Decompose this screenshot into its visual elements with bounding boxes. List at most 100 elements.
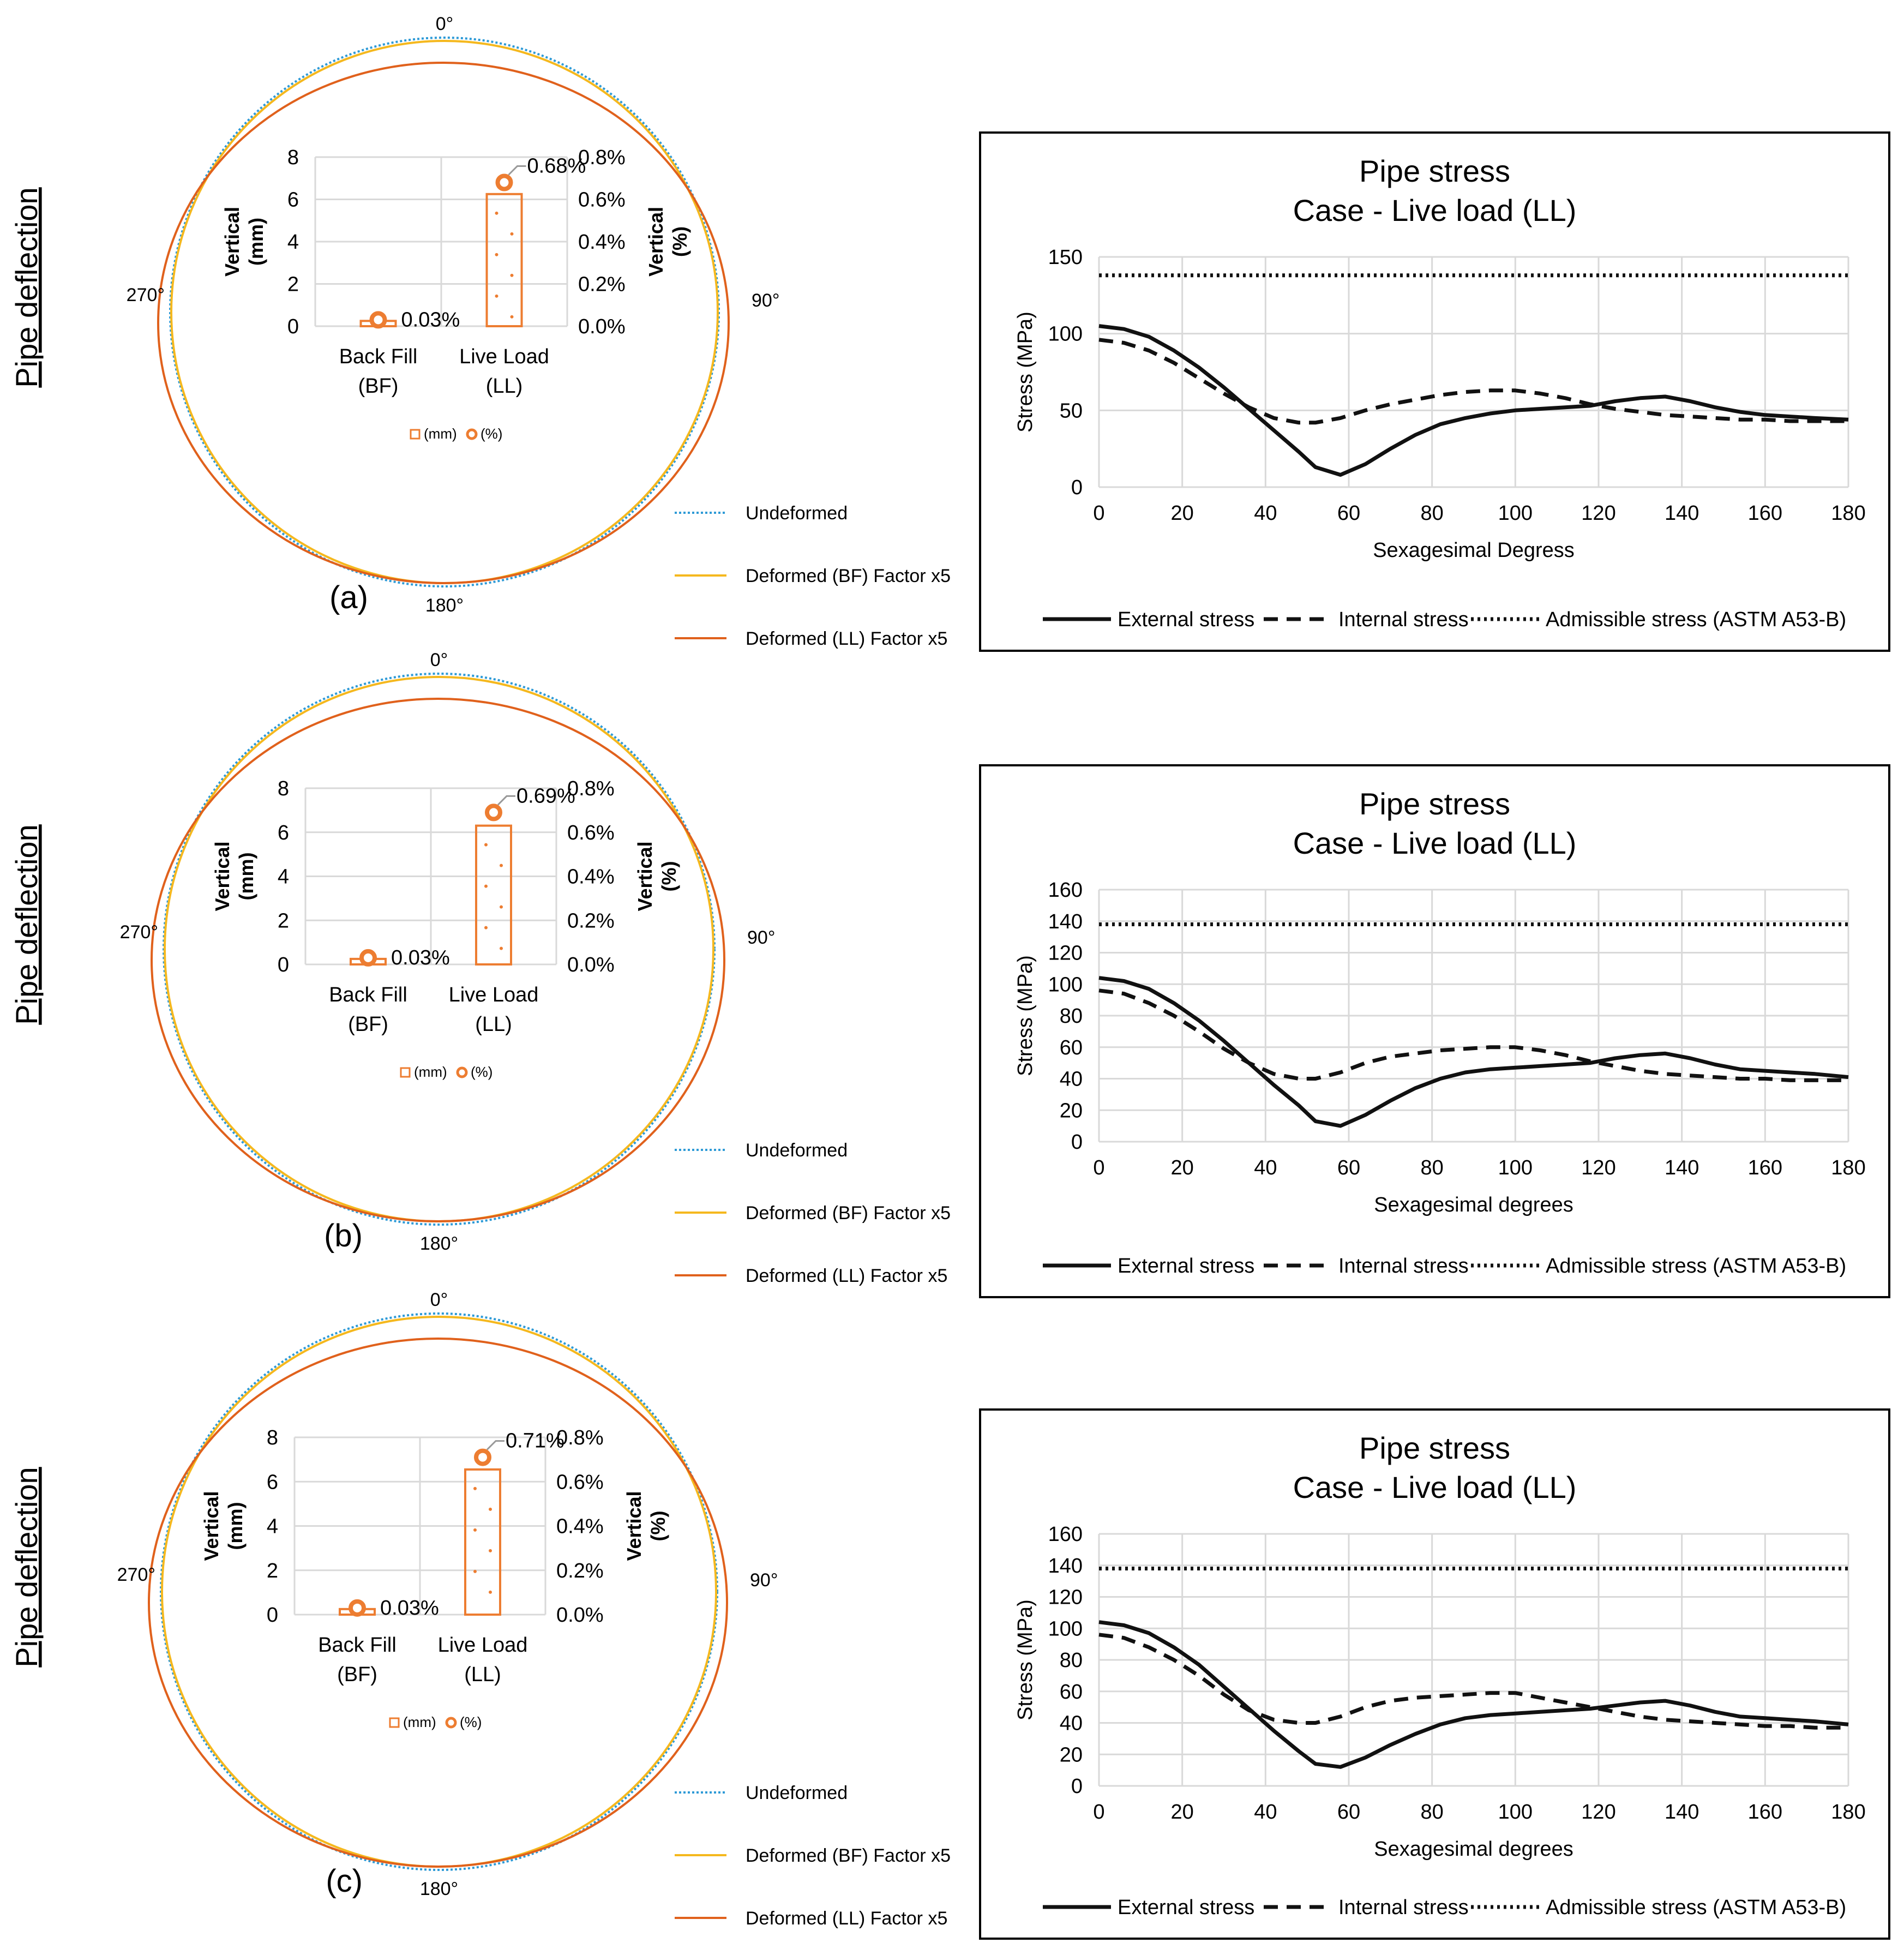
inset-marker-pct — [349, 1599, 366, 1617]
inset-bar-pattern-dot — [495, 253, 498, 256]
stress-y-axis-title: Stress (MPa) — [1014, 311, 1037, 433]
stress-chart-title: Pipe stress — [1359, 154, 1510, 188]
inset-legend-swatch-pct — [445, 1717, 457, 1729]
stress-x-tick-label: 120 — [1581, 1156, 1615, 1179]
stress-y-tick-label: 160 — [1048, 1523, 1083, 1546]
deformed-ll-circle — [148, 1338, 728, 1868]
inset-bar-pattern-dot — [484, 926, 488, 929]
inset-left-axis-title: Vertical — [200, 1491, 223, 1561]
angle-label-top: 0° — [430, 1290, 448, 1310]
stress-y-tick-label: 60 — [1060, 1681, 1083, 1704]
angle-label-bottom: 180° — [425, 595, 464, 616]
inset-marker-pct — [359, 949, 377, 967]
legend-label-deformed-ll: Deformed (LL) Factor x5 — [746, 1266, 947, 1286]
stress-y-tick-label: 0 — [1071, 1775, 1083, 1798]
inset-bar-pattern-dot — [495, 211, 498, 215]
inset-legend-label-pct: (%) — [471, 1064, 492, 1080]
inset-legend-label-mm: (mm) — [414, 1064, 447, 1080]
inset-left-tick-label: 2 — [267, 1560, 278, 1582]
inset-category-label: Live Load — [459, 345, 549, 368]
inset-bar-mm — [464, 1468, 501, 1616]
inset-bar-pattern-dot — [500, 946, 503, 950]
circle-legend: Undeformed Deformed (BF) Factor x5 Deforme… — [675, 1140, 951, 1286]
stress-legend-label: External stress — [1118, 608, 1254, 631]
stress-x-tick-label: 180 — [1831, 502, 1865, 525]
stress-y-tick-label: 20 — [1060, 1099, 1083, 1122]
stress-x-tick-label: 40 — [1254, 1156, 1277, 1179]
legend-label-deformed-bf: Deformed (BF) Factor x5 — [746, 566, 951, 586]
stress-series-dashed — [1098, 338, 1848, 425]
stress-x-tick-label: 0 — [1093, 1801, 1104, 1824]
stress-y-tick-label: 150 — [1048, 246, 1083, 269]
legend-label-undeformed: Undeformed — [746, 1783, 848, 1803]
inset-bar-pattern-dot — [510, 232, 514, 236]
inset-label-leader — [486, 1440, 504, 1450]
legend-label-deformed-bf: Deformed (BF) Factor x5 — [746, 1845, 951, 1866]
inset-bar-pattern-dot — [489, 1507, 492, 1511]
stress-x-tick-label: 140 — [1665, 502, 1699, 525]
inset-category-label: (LL) — [464, 1663, 501, 1686]
section-title: Pipe deflection — [9, 187, 44, 387]
stress-legend-label: Internal stress — [1338, 608, 1469, 631]
inset-marker-pct — [474, 1448, 491, 1466]
inset-left-axis-title: (mm) — [235, 853, 257, 901]
inset-right-tick-label: 0.8% — [578, 146, 626, 169]
stress-x-tick-label: 40 — [1254, 502, 1277, 525]
inset-legend-label-pct: (%) — [480, 425, 502, 442]
panel-c: Pipe deflection 0° 90° 180° 270° (c) Undeforme… — [9, 1290, 1890, 1940]
inset-right-axis-title: (%) — [647, 1511, 669, 1542]
inset-legend-swatch-pct — [466, 428, 478, 440]
stress-y-axis-title: Stress (MPa) — [1014, 1599, 1037, 1720]
circle-legend: Undeformed Deformed (BF) Factor x5 Deforme… — [675, 503, 951, 649]
angle-label-top: 0° — [430, 650, 448, 670]
stress-series-dashed — [1098, 988, 1848, 1082]
inset-bar-pattern-dot — [500, 905, 503, 909]
inset-legend-swatch-mm — [389, 1717, 400, 1728]
inset-legend-swatch-mm — [400, 1067, 411, 1078]
stress-x-tick-label: 80 — [1421, 1156, 1444, 1179]
inset-label-leader — [497, 795, 515, 806]
inset-legend-label-pct: (%) — [460, 1714, 482, 1730]
inset-left-tick-label: 8 — [287, 146, 299, 169]
stress-y-tick-label: 100 — [1048, 1617, 1083, 1640]
inset-right-tick-label: 0.0% — [556, 1604, 604, 1627]
stress-x-tick-label: 60 — [1337, 1156, 1360, 1179]
inset-bar-mm — [485, 193, 523, 327]
inset-right-tick-label: 0.6% — [556, 1471, 604, 1494]
stress-chart: Pipe stress Case - Live load (LL) 0 20 40 60 8… — [979, 1408, 1890, 1940]
stress-x-tick-label: 140 — [1665, 1156, 1699, 1179]
inset-pct-label: 0.03% — [380, 1597, 439, 1620]
inset-pct-label: 0.69% — [516, 784, 575, 807]
stress-y-tick-label: 40 — [1060, 1712, 1083, 1735]
stress-y-tick-label: 60 — [1060, 1036, 1083, 1059]
panel-b: Pipe deflection 0° 90° 180° 270° (b) Undeforme… — [9, 650, 1890, 1298]
inset-bar-pattern-dot — [473, 1528, 477, 1532]
inset-right-tick-label: 0.2% — [567, 909, 615, 932]
inset-left-axis-title: Vertical — [221, 207, 243, 277]
inset-category-label: Live Load — [438, 1634, 528, 1657]
inset-left-tick-label: 6 — [267, 1471, 278, 1494]
stress-y-tick-label: 0 — [1071, 1131, 1083, 1154]
stress-legend-label: Admissible stress (ASTM A53-B) — [1546, 1896, 1846, 1919]
stress-chart-title: Pipe stress — [1359, 1431, 1510, 1465]
stress-x-axis-title: Sexagesimal Degress — [1373, 539, 1575, 562]
inset-right-tick-label: 0.8% — [567, 777, 615, 800]
inset-pct-label: 0.68% — [527, 155, 586, 178]
inset-left-tick-label: 4 — [278, 866, 289, 889]
stress-x-tick-label: 40 — [1254, 1801, 1277, 1824]
stress-y-axis-title: Stress (MPa) — [1014, 955, 1037, 1076]
inset-right-tick-label: 0.4% — [567, 866, 615, 889]
stress-series-solid — [1098, 976, 1849, 1128]
section-title: Pipe deflection — [9, 824, 44, 1024]
stress-chart-frame — [979, 1408, 1890, 1940]
stress-y-tick-label: 20 — [1060, 1743, 1083, 1766]
legend-label-deformed-ll: Deformed (LL) Factor x5 — [746, 1908, 947, 1929]
stress-x-tick-label: 20 — [1171, 502, 1194, 525]
stress-x-tick-label: 180 — [1831, 1156, 1865, 1179]
stress-x-tick-label: 180 — [1831, 1801, 1865, 1824]
angle-label-bottom: 180° — [420, 1879, 458, 1899]
inset-right-tick-label: 0.0% — [567, 953, 615, 976]
inset-bar-pattern-dot — [473, 1486, 477, 1490]
stress-chart-frame — [979, 131, 1890, 652]
